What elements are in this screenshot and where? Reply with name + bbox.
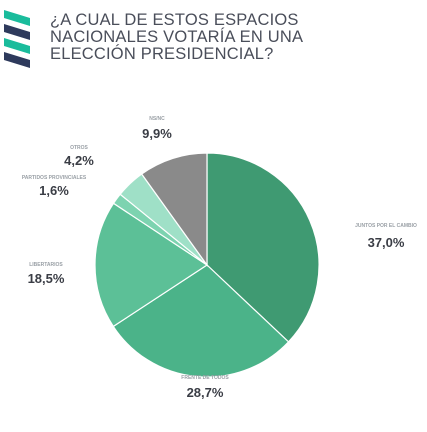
pie-slice (94, 202, 209, 328)
pie-slice (140, 152, 208, 267)
title-line: NACIONALES VOTARÍA EN UNA (50, 28, 304, 46)
title-line: ¿A CUAL DE ESTOS ESPACIOS (50, 11, 299, 29)
slice-label: OTROS (70, 145, 88, 151)
striped-logo-icon (4, 10, 30, 68)
slice-value-label: 4,2% (64, 153, 94, 168)
slice-value-label: 37,0% (368, 235, 405, 250)
slice-value-label: 1,6% (39, 183, 69, 198)
slice-label: PARTIDOS PROVINCIALES (22, 175, 87, 181)
slice-value-label: 18,5% (28, 271, 65, 286)
pie-slice (206, 152, 320, 343)
slice-label: FRENTE DE TODOS (181, 375, 229, 381)
slice-label: NS/NC (149, 116, 165, 122)
title-line: ELECCIÓN PRESIDENCIAL? (50, 45, 274, 63)
slice-label: JUNTOS POR EL CAMBIO (355, 223, 417, 229)
chart-title: ¿A CUAL DE ESTOS ESPACIOS NACIONALES VOT… (50, 12, 420, 63)
slice-value-label: 28,7% (187, 385, 224, 400)
slice-value-label: 9,9% (142, 126, 172, 141)
slice-label: LIBERTARIOS (29, 262, 63, 268)
pie-slice (112, 264, 290, 378)
